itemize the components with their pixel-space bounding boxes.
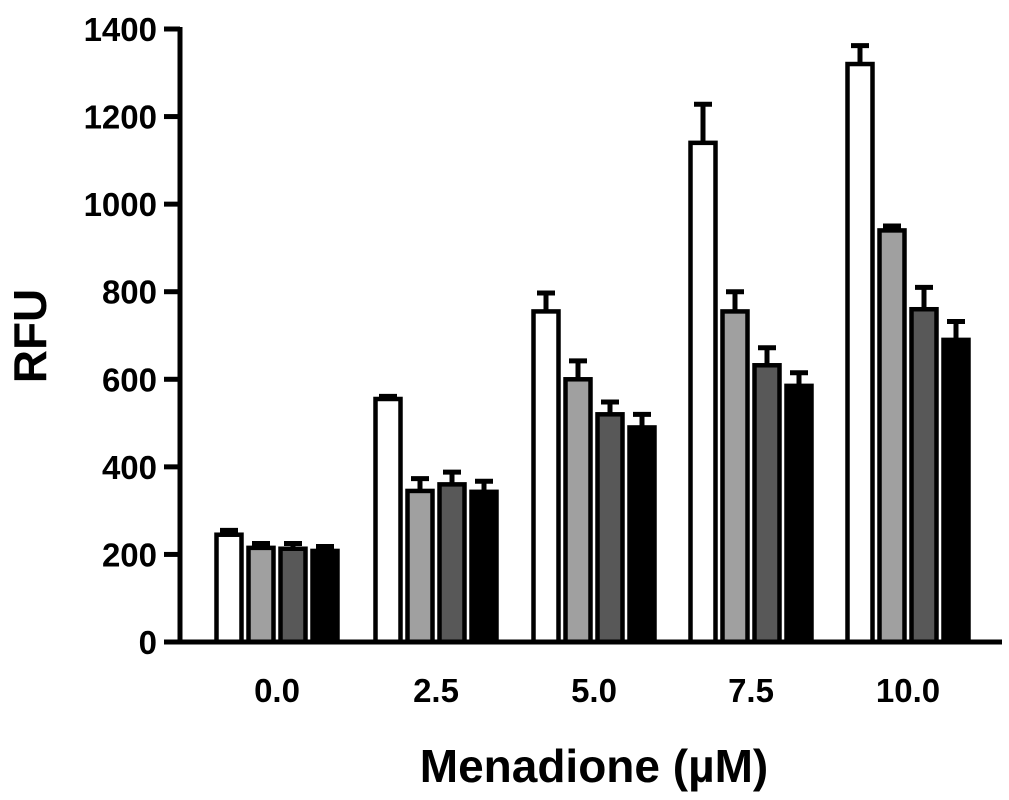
bar xyxy=(469,489,499,645)
y-tick-label: 400 xyxy=(102,449,157,486)
bar xyxy=(941,337,971,645)
y-tick-label: 1200 xyxy=(84,99,157,136)
bar xyxy=(373,396,403,645)
x-tick-label: 0.0 xyxy=(254,672,300,709)
y-tick-label: 800 xyxy=(102,274,157,311)
bar xyxy=(688,140,718,645)
x-axis-title: Menadione (µM) xyxy=(420,740,768,792)
bar xyxy=(310,548,340,645)
bar xyxy=(437,482,467,645)
x-tick-label: 10.0 xyxy=(876,672,940,709)
bar xyxy=(845,61,875,645)
bar xyxy=(278,546,308,645)
y-tick-label: 0 xyxy=(139,624,157,661)
y-tick-label: 600 xyxy=(102,361,157,398)
bar xyxy=(246,545,276,645)
bar xyxy=(214,532,244,645)
y-ticks: 0 200 400 600 800 1000 1200 1400 xyxy=(84,11,180,661)
bar xyxy=(752,363,782,645)
bar xyxy=(877,228,907,645)
y-tick-label: 1000 xyxy=(84,186,157,223)
bars-layer xyxy=(214,43,971,645)
y-tick-label: 200 xyxy=(102,536,157,573)
axes-layer xyxy=(177,27,1002,645)
bar xyxy=(909,306,939,645)
bar xyxy=(405,488,435,645)
x-tick-label: 5.0 xyxy=(571,672,617,709)
x-ticks: 0.0 2.5 5.0 7.5 10.0 xyxy=(254,672,940,709)
bar xyxy=(720,309,750,645)
bar xyxy=(595,412,625,645)
x-tick-label: 2.5 xyxy=(413,672,459,709)
y-tick-label: 1400 xyxy=(84,11,157,48)
x-tick-label: 7.5 xyxy=(728,672,774,709)
bar xyxy=(563,377,593,645)
bar xyxy=(784,383,814,645)
bar xyxy=(627,425,657,645)
bar xyxy=(531,309,561,645)
y-axis-title: RFU xyxy=(4,289,56,384)
